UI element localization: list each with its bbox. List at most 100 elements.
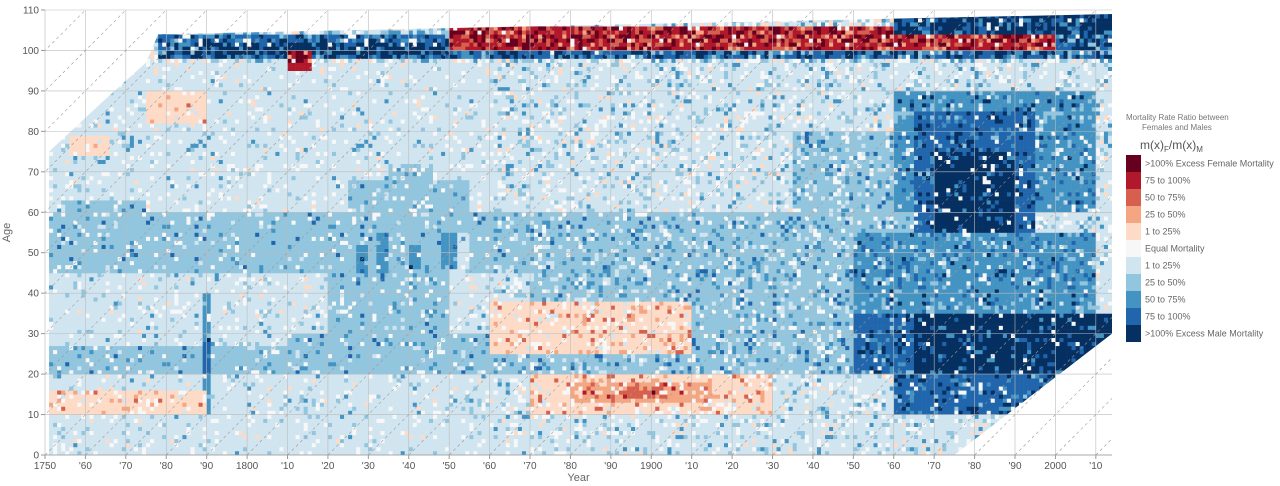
heatmap-cell xyxy=(126,439,130,443)
heatmap-cell xyxy=(158,362,162,366)
heatmap-cell xyxy=(186,366,190,370)
heatmap-cell xyxy=(182,87,186,91)
heatmap-cell xyxy=(199,346,203,350)
heatmap-cell xyxy=(57,293,61,297)
heatmap-cell xyxy=(150,95,154,99)
heatmap-cell xyxy=(170,176,174,180)
heatmap-cell xyxy=(138,289,142,293)
heatmap-cell xyxy=(166,59,170,63)
heatmap-cell xyxy=(85,313,89,317)
heatmap-cell xyxy=(65,127,69,131)
heatmap-cell xyxy=(53,135,57,139)
heatmap-cell xyxy=(61,253,65,257)
heatmap-cell xyxy=(130,237,134,241)
heatmap-cell xyxy=(158,443,162,447)
heatmap-cell xyxy=(174,148,178,152)
heatmap-cell xyxy=(178,419,182,423)
heatmap-cell xyxy=(73,46,77,50)
heatmap-cell xyxy=(106,14,110,18)
heatmap-cell xyxy=(69,366,73,370)
heatmap-cell xyxy=(69,204,73,208)
heatmap-cell xyxy=(186,131,190,135)
heatmap-cell xyxy=(182,338,186,342)
heatmap-cell xyxy=(219,107,223,111)
heatmap-cell xyxy=(85,30,89,34)
heatmap-cell xyxy=(182,99,186,103)
heatmap-cell xyxy=(215,326,219,330)
heatmap-cell xyxy=(89,79,93,83)
heatmap-cell xyxy=(154,50,158,54)
heatmap-cell xyxy=(61,427,65,431)
heatmap-cell xyxy=(110,390,114,394)
heatmap-cell xyxy=(178,63,182,67)
heatmap-cell xyxy=(65,220,69,224)
heatmap-cell xyxy=(81,67,85,71)
heatmap-cell xyxy=(89,135,93,139)
heatmap-cell xyxy=(158,59,162,63)
heatmap-cell xyxy=(102,293,106,297)
heatmap-cell xyxy=(158,148,162,152)
heatmap-cell xyxy=(69,135,73,139)
heatmap-cell xyxy=(57,334,61,338)
heatmap-cell xyxy=(134,419,138,423)
heatmap-cell xyxy=(203,83,207,87)
heatmap-cell xyxy=(215,50,219,54)
heatmap-cell xyxy=(122,281,126,285)
heatmap-cell xyxy=(69,431,73,435)
heatmap-cell xyxy=(195,228,199,232)
heatmap-cell xyxy=(227,423,231,427)
heatmap-cell xyxy=(138,83,142,87)
heatmap-cell xyxy=(122,200,126,204)
heatmap-cell xyxy=(134,297,138,301)
heatmap-cell xyxy=(138,204,142,208)
heatmap-cell xyxy=(207,204,211,208)
heatmap-cell xyxy=(178,265,182,269)
heatmap-cell xyxy=(122,402,126,406)
heatmap-cell xyxy=(174,75,178,79)
heatmap-cell xyxy=(174,34,178,38)
heatmap-cell xyxy=(85,386,89,390)
heatmap-cell xyxy=(126,281,130,285)
heatmap-cell xyxy=(150,152,154,156)
heatmap-cell xyxy=(45,305,49,309)
heatmap-cell xyxy=(77,313,81,317)
heatmap-cell xyxy=(102,366,106,370)
heatmap-cell xyxy=(122,63,126,67)
heatmap-cell xyxy=(199,233,203,237)
heatmap-cell xyxy=(199,67,203,71)
heatmap-cell xyxy=(170,212,174,216)
heatmap-cell xyxy=(203,406,207,410)
heatmap-cell xyxy=(130,160,134,164)
heatmap-cell xyxy=(98,204,102,208)
heatmap-cell xyxy=(49,79,53,83)
heatmap-cell xyxy=(98,176,102,180)
heatmap-cell xyxy=(158,293,162,297)
heatmap-cell xyxy=(126,322,130,326)
heatmap-cell xyxy=(191,370,195,374)
heatmap-cell xyxy=(186,18,190,22)
heatmap-cell xyxy=(89,265,93,269)
heatmap-cell xyxy=(134,87,138,91)
heatmap-cell xyxy=(94,354,98,358)
heatmap-cell xyxy=(186,111,190,115)
heatmap-cell xyxy=(122,233,126,237)
heatmap-cell xyxy=(114,330,118,334)
heatmap-cell xyxy=(162,188,166,192)
heatmap-cell xyxy=(73,362,77,366)
heatmap-cell xyxy=(126,200,130,204)
heatmap-cell xyxy=(162,281,166,285)
heatmap-cell xyxy=(142,297,146,301)
heatmap-cell xyxy=(81,71,85,75)
heatmap-cell xyxy=(186,358,190,362)
heatmap-cell xyxy=(199,330,203,334)
heatmap-cell xyxy=(211,273,215,277)
heatmap-cell xyxy=(110,119,114,123)
heatmap-cell xyxy=(166,103,170,107)
heatmap-cell xyxy=(191,59,195,63)
heatmap-cell xyxy=(203,144,207,148)
heatmap-cell xyxy=(223,180,227,184)
heatmap-cell xyxy=(215,91,219,95)
heatmap-cell xyxy=(106,382,110,386)
heatmap-cell xyxy=(65,152,69,156)
heatmap-cell xyxy=(102,50,106,54)
